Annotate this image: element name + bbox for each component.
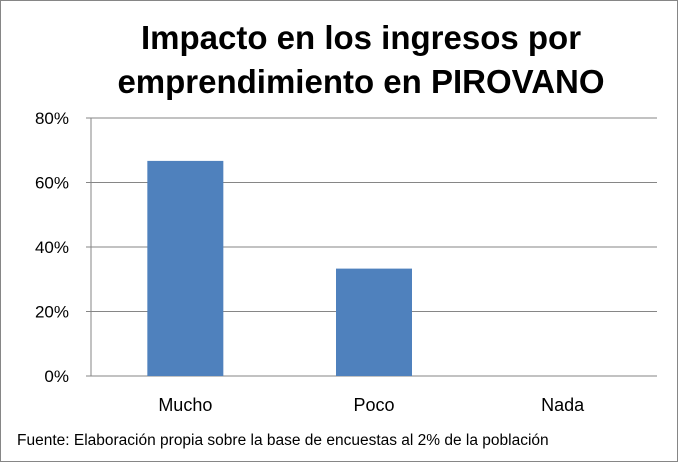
category-label-nada: Nada [541,395,585,415]
chart-title-line-2: emprendimiento en PIROVANO [117,63,604,100]
category-label-poco: Poco [353,395,394,415]
y-tick-label: 20% [35,303,69,322]
source-note: Fuente: Elaboración propia sobre la base… [17,432,549,449]
bars [147,160,412,376]
chart-title-line-1: Impacto en los ingresos por [141,19,581,56]
bar-poco [336,268,412,376]
y-tick-label: 80% [35,109,69,128]
y-tick-label: 0% [44,367,69,386]
y-tick-label: 40% [35,238,69,257]
y-tick-labels: 0% 20% 40% 60% 80% [35,109,69,386]
category-label-mucho: Mucho [158,395,212,415]
category-labels: Mucho Poco Nada [158,395,585,415]
bar-mucho [147,160,224,376]
y-tick-label: 60% [35,174,69,193]
